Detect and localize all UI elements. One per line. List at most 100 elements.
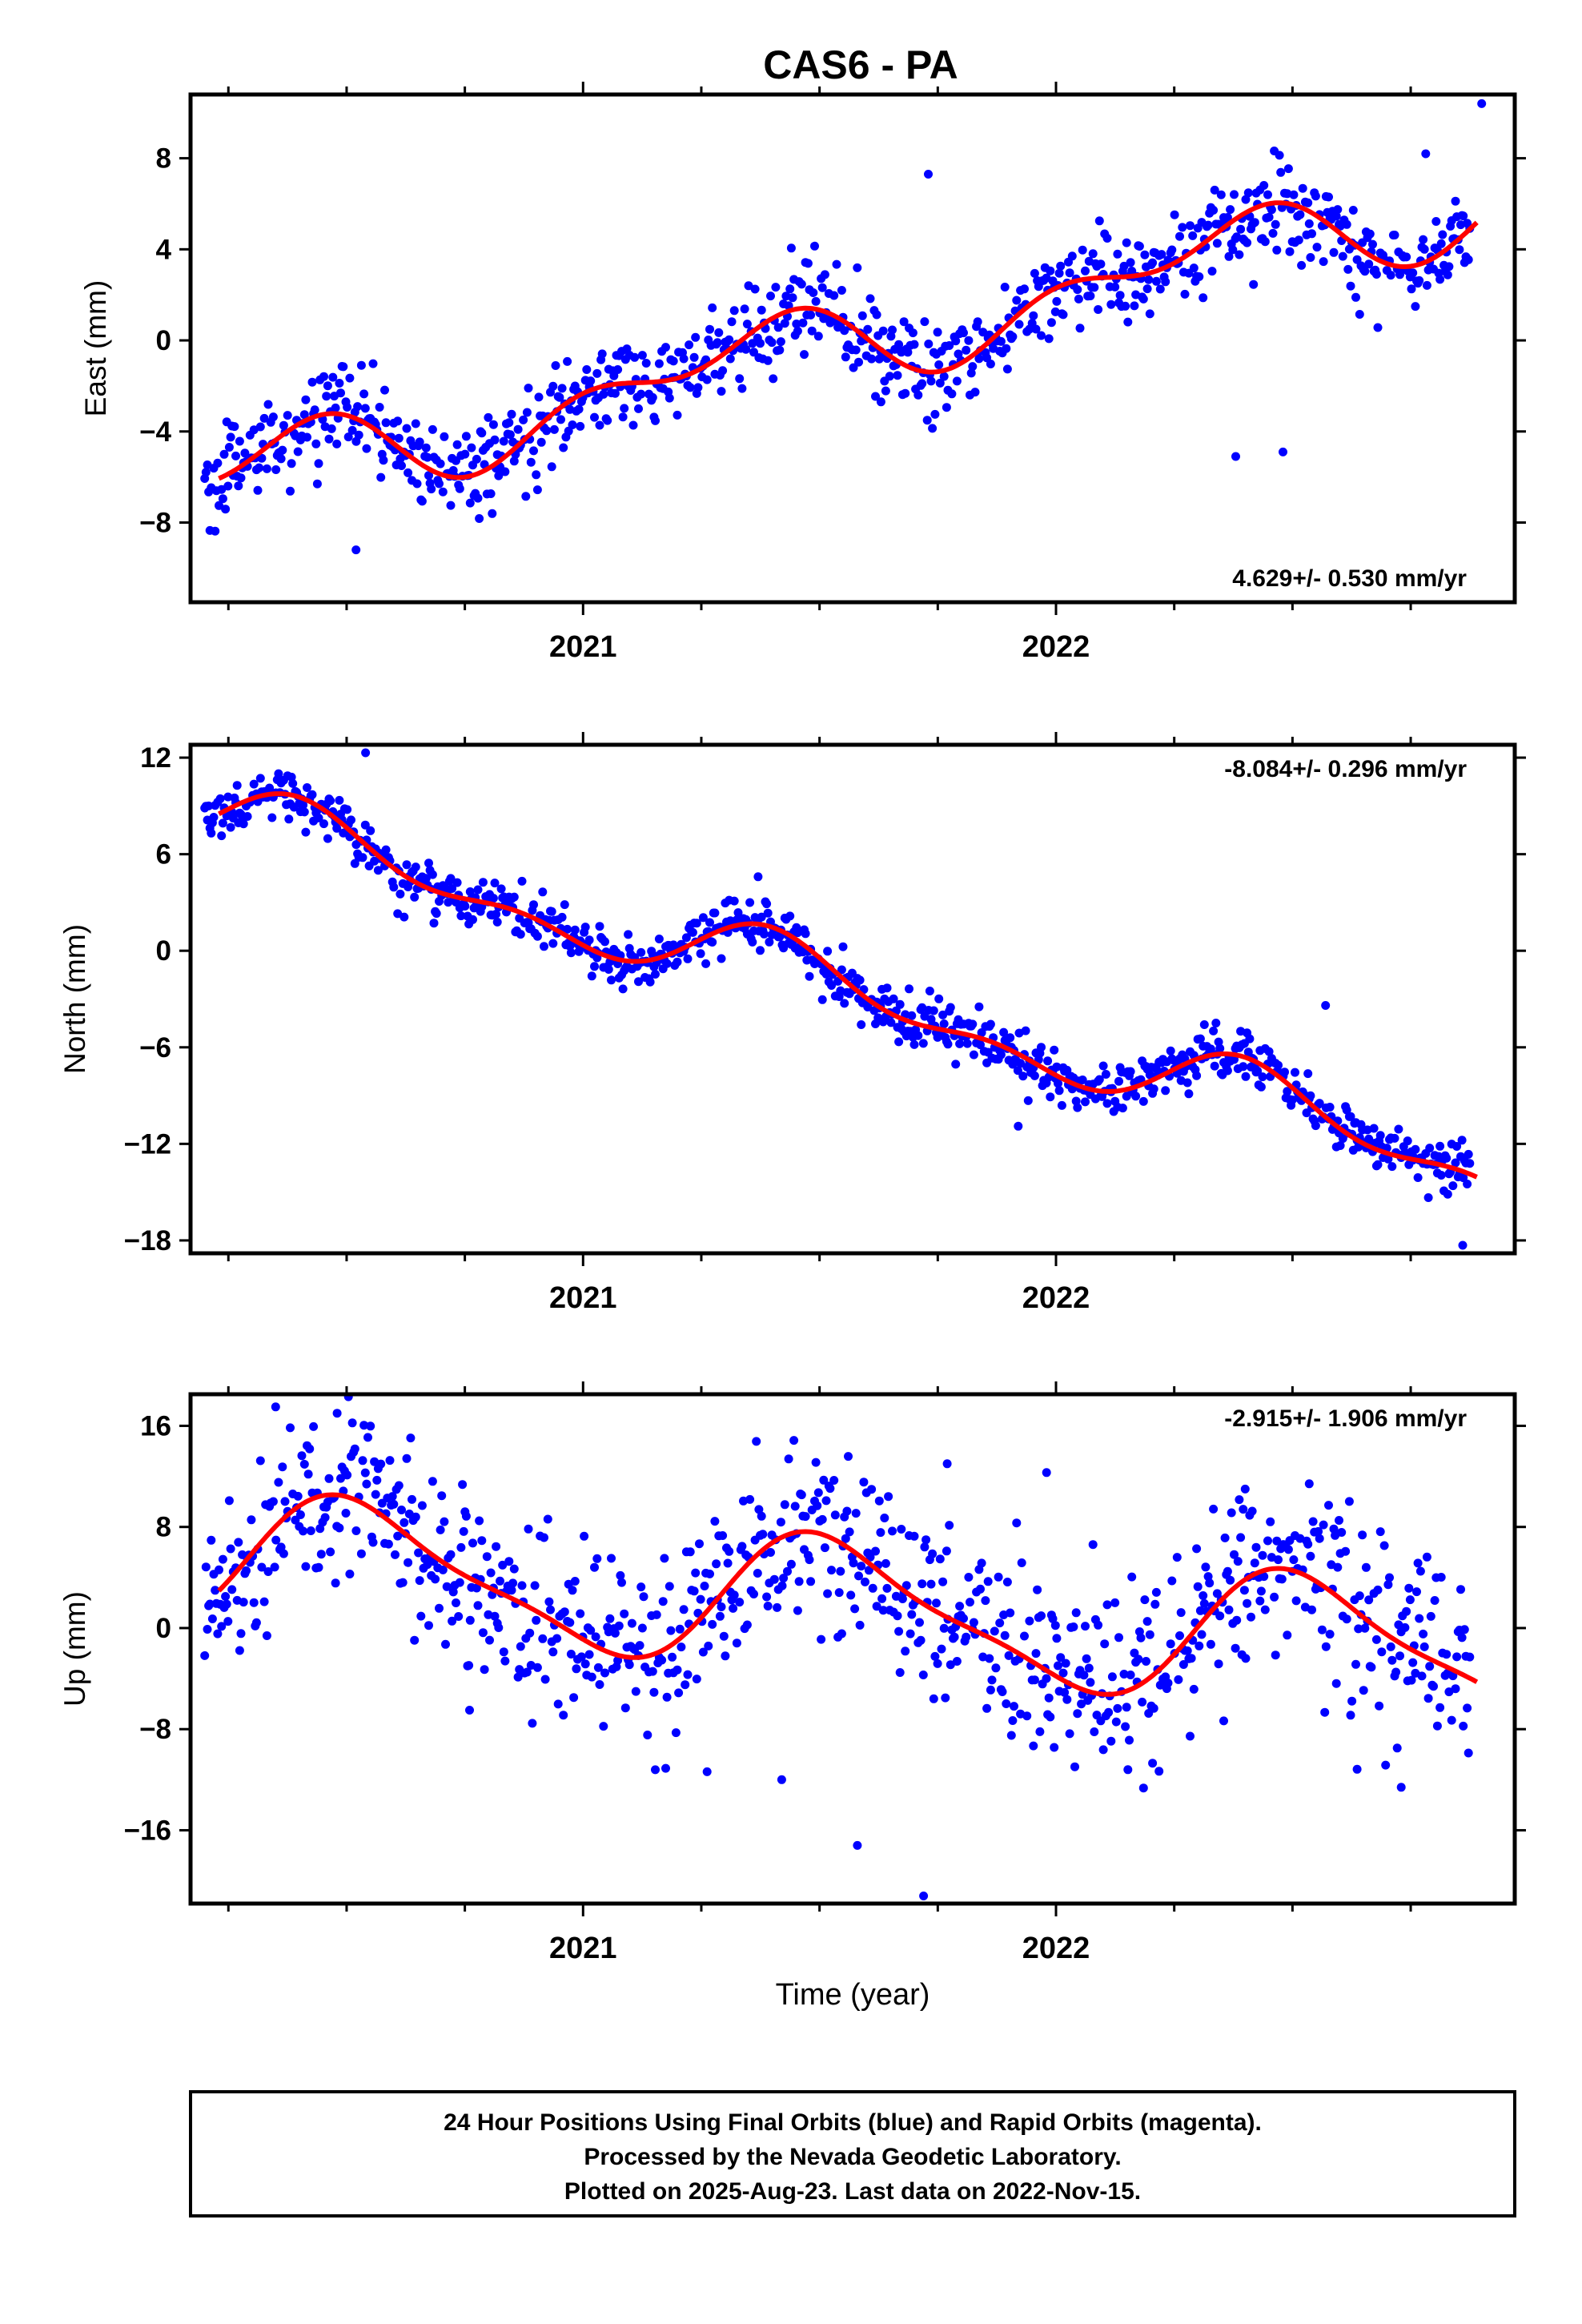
data-point <box>662 959 672 968</box>
data-point <box>1442 1650 1452 1659</box>
data-point <box>467 443 476 452</box>
data-point <box>786 243 796 253</box>
data-point <box>661 1763 670 1773</box>
outlier-point <box>1042 1468 1051 1478</box>
data-point <box>817 995 827 1004</box>
data-point <box>1006 1731 1016 1740</box>
data-point <box>732 1638 741 1648</box>
data-point <box>775 932 785 942</box>
data-point <box>347 815 355 825</box>
data-point <box>1425 1662 1435 1671</box>
data-point <box>460 449 470 459</box>
data-point <box>1448 1181 1458 1191</box>
data-point <box>779 1574 789 1583</box>
data-point <box>268 1497 278 1506</box>
data-point <box>484 412 493 422</box>
data-point <box>360 820 370 830</box>
data-point <box>251 1618 261 1627</box>
data-point <box>820 1543 829 1553</box>
data-point <box>689 352 699 362</box>
up-panel: −16 −8 0 8 16 2021 2022 Up (mm) Time (year) -2.91… <box>58 1381 1526 2012</box>
data-point <box>1275 151 1284 160</box>
figure-title: CAS6 - PA <box>763 42 958 87</box>
north-rate-label: -8.084+/- 0.296 mm/yr <box>1224 756 1467 782</box>
data-point <box>759 929 769 939</box>
data-point <box>955 1039 965 1048</box>
data-point <box>777 1581 787 1590</box>
data-point <box>592 1554 602 1563</box>
data-point <box>1459 1173 1468 1183</box>
footer-line-2: Processed by the Nevada Geodetic Laborat… <box>584 2144 1121 2170</box>
data-point <box>303 783 311 792</box>
data-point <box>766 292 775 301</box>
data-point <box>1343 264 1353 274</box>
data-point <box>591 1632 600 1642</box>
data-point <box>805 1555 814 1565</box>
data-point <box>861 1577 869 1586</box>
data-point <box>665 1582 674 1591</box>
data-point <box>1195 272 1204 281</box>
data-point <box>1342 219 1351 229</box>
data-point <box>1186 221 1195 231</box>
data-point <box>735 1598 745 1607</box>
data-point <box>1134 242 1144 251</box>
data-point <box>872 310 881 320</box>
data-point <box>1272 245 1282 255</box>
data-point <box>343 403 352 412</box>
data-point <box>681 933 691 943</box>
data-point <box>559 1711 568 1720</box>
data-point <box>868 1583 877 1593</box>
data-point <box>397 1506 406 1514</box>
data-point <box>1216 190 1226 199</box>
data-point <box>823 1589 833 1598</box>
data-point <box>886 1018 896 1027</box>
data-point <box>1415 1614 1424 1623</box>
data-point <box>930 409 940 419</box>
data-point <box>917 379 927 388</box>
data-point <box>580 923 590 932</box>
data-point <box>1435 275 1445 284</box>
data-point <box>1243 238 1252 247</box>
data-point <box>1174 1675 1183 1684</box>
data-point <box>691 332 701 342</box>
data-point <box>620 404 629 413</box>
data-point <box>490 879 500 888</box>
data-point <box>394 1481 404 1490</box>
data-point <box>1030 268 1039 278</box>
data-point <box>1395 1651 1404 1661</box>
data-point <box>950 1632 959 1642</box>
data-point <box>1195 1641 1204 1651</box>
data-point <box>705 918 714 927</box>
data-point <box>1283 1087 1292 1096</box>
data-point <box>1452 1652 1462 1662</box>
data-point <box>446 501 456 510</box>
data-point <box>1430 1596 1439 1605</box>
data-point <box>1070 1762 1079 1771</box>
data-point <box>859 1478 869 1487</box>
data-point <box>865 1552 875 1562</box>
data-point <box>763 1602 773 1610</box>
data-point <box>877 1594 887 1603</box>
outlier-point <box>1321 1001 1331 1010</box>
data-point <box>1113 1703 1122 1713</box>
data-point <box>485 1635 494 1645</box>
data-point <box>283 411 292 420</box>
data-point <box>1002 344 1011 353</box>
data-point <box>1044 1693 1054 1703</box>
data-point <box>1236 224 1246 234</box>
data-point <box>1324 192 1333 202</box>
data-point <box>842 1506 852 1516</box>
data-point <box>1127 1572 1137 1582</box>
data-point <box>758 1530 768 1539</box>
data-point <box>1443 1189 1452 1199</box>
data-point <box>679 1605 689 1614</box>
data-point <box>284 814 294 824</box>
data-point <box>1189 263 1199 273</box>
data-point <box>366 1421 375 1431</box>
data-point <box>297 1451 307 1461</box>
data-point <box>570 1577 580 1586</box>
data-point <box>618 984 628 994</box>
data-point <box>1346 1112 1355 1121</box>
data-point <box>1311 191 1320 201</box>
data-point <box>1138 1783 1148 1793</box>
